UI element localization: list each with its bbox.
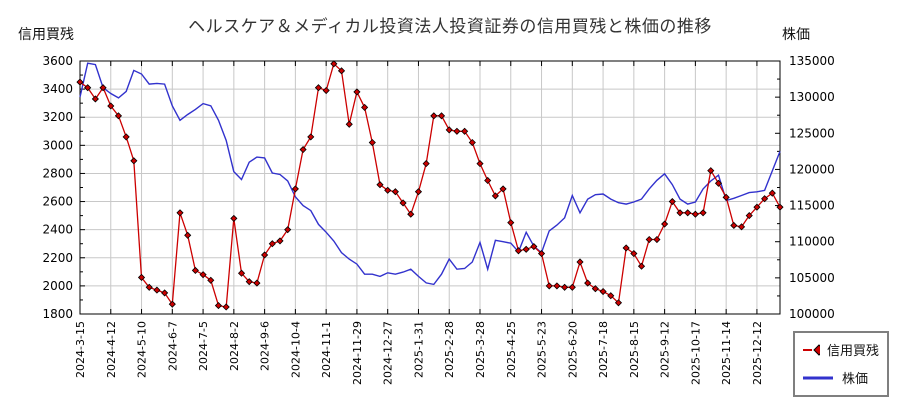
svg-text:3600: 3600 bbox=[42, 54, 73, 68]
legend-label-margin-buying: 信用買残 bbox=[826, 344, 879, 359]
svg-text:2000: 2000 bbox=[42, 279, 73, 293]
svg-text:3400: 3400 bbox=[42, 82, 73, 96]
svg-text:2025-9-12: 2025-9-12 bbox=[659, 321, 672, 378]
svg-text:2800: 2800 bbox=[42, 166, 73, 180]
svg-text:2024-3-15: 2024-3-15 bbox=[74, 321, 87, 378]
svg-text:105000: 105000 bbox=[789, 271, 835, 285]
svg-text:2600: 2600 bbox=[42, 195, 73, 209]
svg-text:2025-12-12: 2025-12-12 bbox=[751, 321, 764, 385]
svg-text:130000: 130000 bbox=[789, 90, 835, 104]
svg-text:3000: 3000 bbox=[42, 138, 73, 152]
svg-text:2025-4-25: 2025-4-25 bbox=[505, 321, 518, 378]
svg-text:2024-7-5: 2024-7-5 bbox=[197, 321, 210, 371]
svg-text:2024-5-10: 2024-5-10 bbox=[136, 321, 149, 378]
svg-text:2400: 2400 bbox=[42, 223, 73, 237]
legend: 信用買残 株価 bbox=[793, 331, 889, 397]
red-diamond-marker-icon bbox=[803, 343, 820, 356]
svg-text:2024-11-29: 2024-11-29 bbox=[351, 321, 364, 385]
svg-text:100000: 100000 bbox=[789, 307, 835, 321]
svg-text:2024-4-12: 2024-4-12 bbox=[105, 321, 118, 378]
svg-text:135000: 135000 bbox=[789, 54, 835, 68]
svg-text:115000: 115000 bbox=[789, 199, 835, 213]
svg-text:2200: 2200 bbox=[42, 251, 73, 265]
svg-text:2024-10-4: 2024-10-4 bbox=[289, 321, 302, 378]
chart-title: ヘルスケア＆メディカル投資法人投資証券の信用買残と株価の推移 bbox=[188, 17, 712, 37]
svg-text:2025-3-28: 2025-3-28 bbox=[474, 321, 487, 378]
svg-text:2025-1-31: 2025-1-31 bbox=[412, 321, 425, 378]
svg-text:2025-2-28: 2025-2-28 bbox=[443, 321, 456, 378]
right-axis-title: 株価 bbox=[782, 27, 810, 43]
svg-text:1800: 1800 bbox=[42, 307, 73, 321]
svg-text:125000: 125000 bbox=[789, 126, 835, 140]
svg-text:2025-11-14: 2025-11-14 bbox=[720, 321, 733, 385]
legend-label-stock-price: 株価 bbox=[842, 372, 869, 387]
svg-text:120000: 120000 bbox=[789, 162, 835, 176]
svg-text:2025-7-18: 2025-7-18 bbox=[597, 321, 610, 378]
left-axis-title: 信用買残 bbox=[18, 27, 74, 43]
legend-item-margin-buying: 信用買残 bbox=[803, 340, 879, 359]
svg-text:2024-12-27: 2024-12-27 bbox=[382, 321, 395, 385]
svg-text:2025-5-23: 2025-5-23 bbox=[536, 321, 549, 378]
svg-text:2025-10-17: 2025-10-17 bbox=[689, 321, 702, 385]
blue-line-icon bbox=[803, 376, 833, 379]
svg-text:2025-8-15: 2025-8-15 bbox=[628, 321, 641, 378]
svg-text:2024-11-1: 2024-11-1 bbox=[320, 321, 333, 378]
svg-text:110000: 110000 bbox=[789, 235, 835, 249]
svg-text:3200: 3200 bbox=[42, 110, 73, 124]
svg-text:2025-6-20: 2025-6-20 bbox=[566, 321, 579, 378]
svg-text:2024-6-7: 2024-6-7 bbox=[166, 321, 179, 371]
svg-text:2024-9-6: 2024-9-6 bbox=[259, 321, 272, 371]
svg-text:2024-8-2: 2024-8-2 bbox=[228, 321, 241, 371]
legend-item-stock-price: 株価 bbox=[803, 368, 879, 387]
